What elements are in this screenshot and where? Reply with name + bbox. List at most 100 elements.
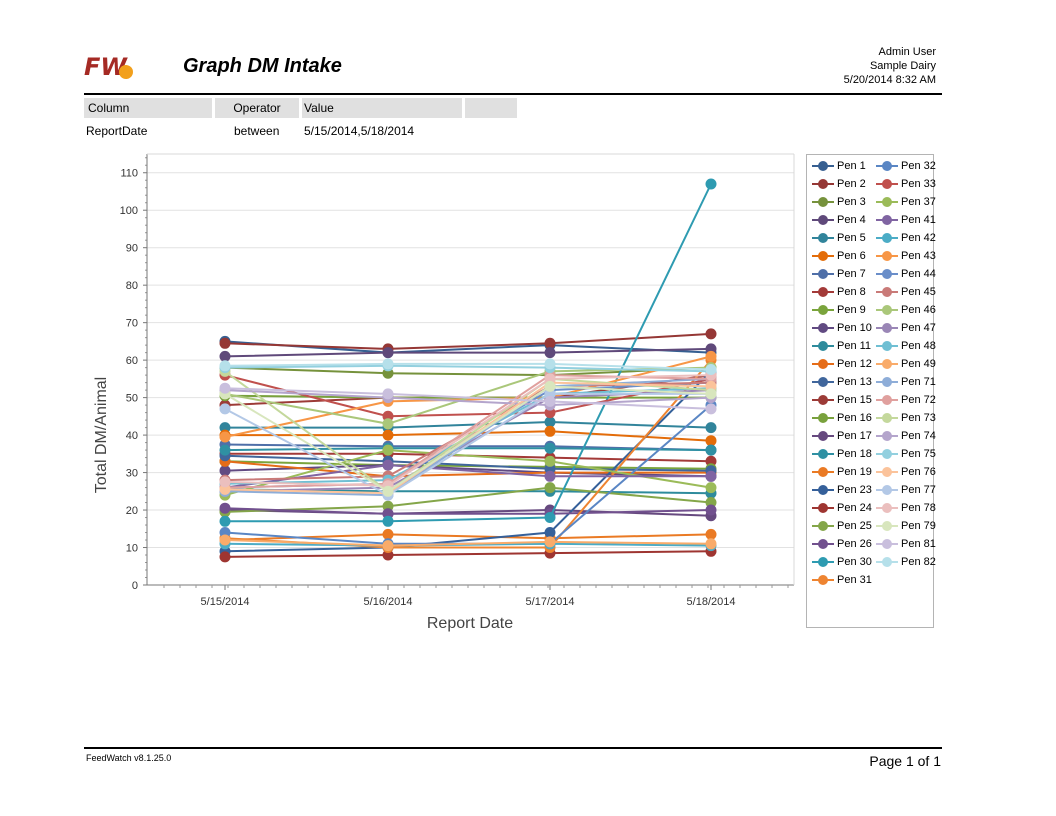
- y-tick-label: 90: [126, 243, 138, 255]
- legend-swatch-marker: [818, 179, 828, 189]
- legend-label: Pen 17: [837, 430, 872, 442]
- series-line: [224, 464, 711, 489]
- data-point: [705, 388, 717, 400]
- legend-swatch-marker: [818, 215, 828, 225]
- legend-swatch-marker: [882, 449, 892, 459]
- data-point: [219, 360, 231, 372]
- legend-swatch-marker: [818, 341, 828, 351]
- dm-intake-chart: 0 10 20 30 40 50 60 70 80 90 100 110 5/15/2014 5/16/2…: [93, 153, 795, 632]
- data-point: [705, 482, 717, 494]
- y-tick-label: 100: [120, 205, 138, 217]
- data-point: [219, 515, 231, 527]
- data-point: [382, 347, 394, 359]
- legend-swatch-marker: [882, 197, 892, 207]
- legend-label: Pen 48: [901, 340, 936, 352]
- legend-label: Pen 75: [901, 448, 936, 460]
- data-point: [219, 476, 231, 488]
- legend-swatch-marker: [882, 305, 892, 315]
- series-pen-82: [219, 358, 717, 375]
- series-line: [224, 507, 712, 515]
- data-point: [705, 528, 717, 540]
- legend-label: Pen 12: [837, 358, 872, 370]
- series-pen-37: [219, 444, 717, 501]
- legend-swatch-marker: [882, 233, 892, 243]
- data-point: [705, 422, 717, 434]
- legend-swatch-marker: [882, 359, 892, 369]
- legend-label: Pen 26: [837, 538, 872, 550]
- data-point: [544, 395, 556, 407]
- legend-label: Pen 13: [837, 376, 872, 388]
- legend-swatch-marker: [882, 287, 892, 297]
- legend-swatch-marker: [882, 179, 892, 189]
- data-point: [705, 403, 717, 415]
- legend-label: Pen 31: [837, 574, 872, 586]
- series-line: [224, 460, 711, 478]
- series-pen-76: [219, 377, 717, 499]
- data-point: [544, 425, 556, 437]
- y-tick-label: 30: [126, 468, 138, 480]
- series-pen-81: [219, 382, 717, 415]
- legend-swatch-marker: [818, 467, 828, 477]
- legend-label: Pen 25: [837, 520, 872, 532]
- legend-swatch-marker: [882, 503, 892, 513]
- data-point: [219, 502, 231, 514]
- series-line: [224, 387, 712, 410]
- legend-label: Pen 46: [901, 304, 936, 316]
- report-title: Graph DM Intake: [183, 55, 342, 77]
- data-point: [219, 444, 231, 456]
- series-line: [225, 420, 712, 429]
- legend-swatch-marker: [882, 395, 892, 405]
- series-line: [224, 447, 712, 452]
- y-tick-label: 110: [120, 168, 138, 180]
- data-point: [382, 444, 394, 456]
- data-point: [544, 337, 556, 349]
- legend-label: Pen 6: [837, 250, 866, 262]
- series-line: [224, 366, 712, 377]
- legend-swatch-marker: [882, 557, 892, 567]
- report-meta: Admin User Sample Dairy 5/20/2014 8:32 A…: [844, 45, 936, 87]
- y-tick-label: 40: [126, 430, 138, 442]
- legend-swatch-marker: [882, 539, 892, 549]
- data-point: [382, 429, 394, 441]
- legend-label: Pen 45: [901, 286, 936, 298]
- legend-label: Pen 30: [837, 556, 872, 568]
- series-line: [224, 374, 712, 418]
- legend-swatch-marker: [882, 251, 892, 261]
- legend-swatch-marker: [882, 467, 892, 477]
- legend-swatch-marker: [818, 359, 828, 369]
- data-point: [705, 364, 717, 375]
- legend-swatch-marker: [818, 305, 828, 315]
- legend-label: Pen 18: [837, 448, 872, 460]
- legend-label: Pen 11: [837, 340, 872, 352]
- legend-swatch-marker: [818, 161, 828, 171]
- data-point: [705, 178, 717, 190]
- legend-swatch-marker: [818, 269, 828, 279]
- data-point: [219, 431, 231, 443]
- data-point: [705, 328, 717, 340]
- series-line: [224, 392, 711, 497]
- data-point: [705, 435, 717, 447]
- legend-swatch-marker: [818, 485, 828, 495]
- data-point: [219, 551, 231, 563]
- data-point: [705, 350, 717, 362]
- data-point: [544, 470, 556, 482]
- x-tick-label: 5/18/2014: [687, 596, 736, 608]
- legend-label: Pen 81: [901, 538, 936, 550]
- y-tick-label: 80: [126, 280, 138, 292]
- legend-swatch-marker: [882, 341, 892, 351]
- user-name: Admin User: [878, 46, 936, 58]
- legend-label: Pen 82: [901, 556, 936, 568]
- legend-swatch-marker: [882, 323, 892, 333]
- legend-swatch-marker: [882, 377, 892, 387]
- header-divider: [84, 93, 942, 95]
- legend-label: Pen 49: [901, 358, 936, 370]
- data-point: [219, 382, 231, 394]
- y-tick-label: 0: [132, 580, 138, 592]
- y-tick-label: 60: [126, 355, 138, 367]
- filter-header-value: Value: [302, 98, 462, 118]
- data-point: [544, 527, 556, 538]
- axes: 0 10 20 30 40 50 60 70 80 90 100 110 5/15/2014 5/16/2…: [120, 153, 795, 608]
- legend-label: Pen 8: [837, 286, 866, 298]
- data-point: [382, 459, 394, 471]
- data-point: [382, 418, 394, 430]
